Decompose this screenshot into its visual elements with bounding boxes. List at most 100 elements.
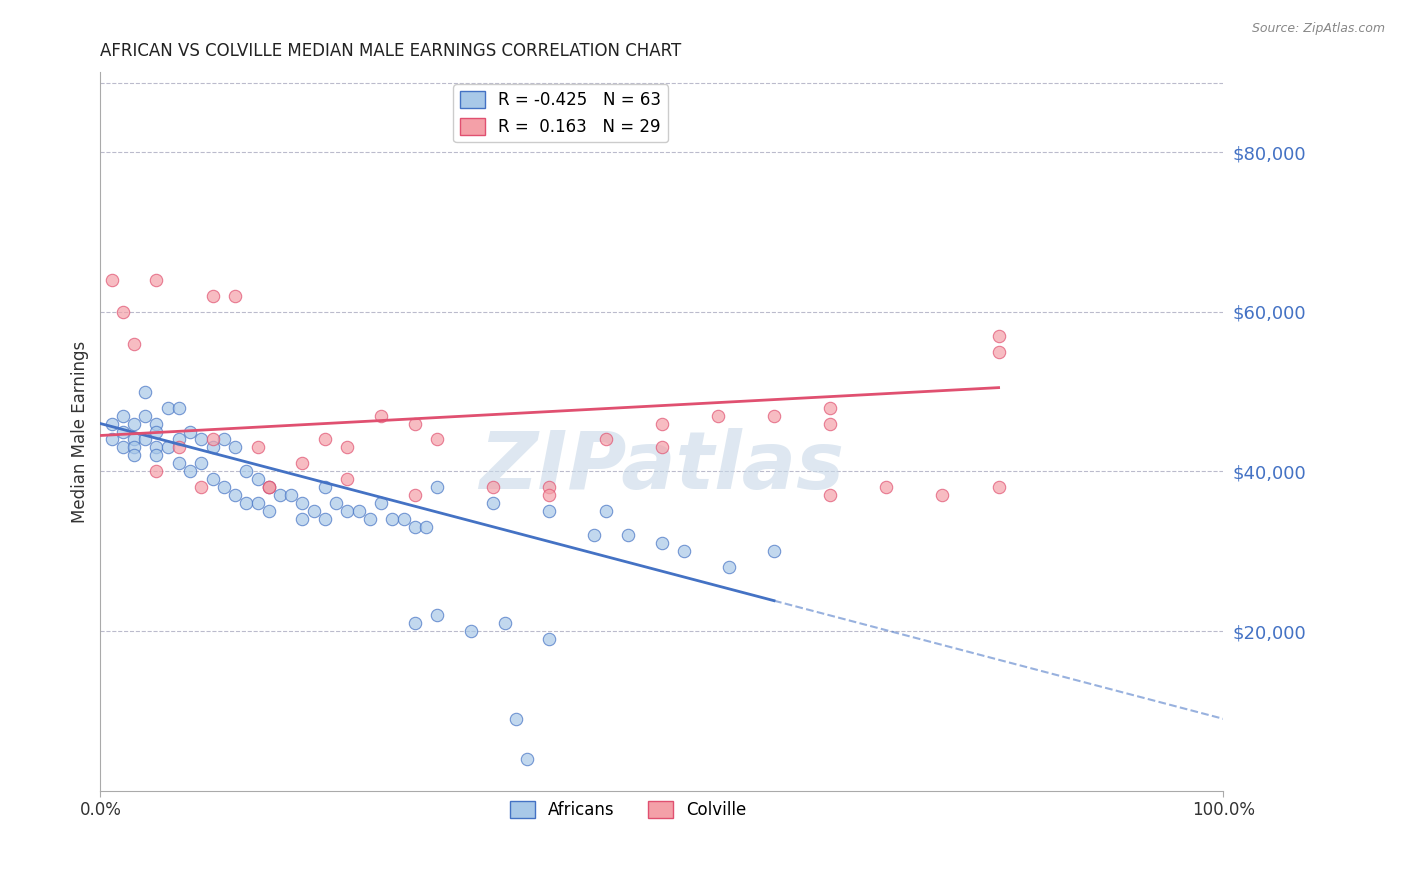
Point [100,433,122,447]
Point [122,433,145,447]
Point [494,615,516,630]
Point [426,480,449,494]
Text: AFRICAN VS COLVILLE MEDIAN MALE EARNINGS CORRELATION CHART: AFRICAN VS COLVILLE MEDIAN MALE EARNINGS… [100,42,682,60]
Point [179,464,201,478]
Point [460,624,482,638]
Point [291,512,314,526]
Point [134,409,156,423]
Point [257,480,280,494]
Point [100,273,122,287]
Point [415,520,437,534]
Point [167,433,190,447]
Point [987,328,1010,343]
Point [314,433,336,447]
Point [404,520,426,534]
Point [302,504,325,518]
Point [291,496,314,510]
Point [190,433,212,447]
Point [145,449,167,463]
Point [987,480,1010,494]
Point [291,457,314,471]
Point [145,273,167,287]
Point [426,608,449,623]
Point [201,433,224,447]
Point [145,441,167,455]
Legend: Africans, Colville: Africans, Colville [503,794,754,825]
Point [190,480,212,494]
Point [179,425,201,439]
Point [280,488,302,502]
Point [516,752,538,766]
Point [145,464,167,478]
Point [538,632,561,646]
Point [583,528,606,542]
Point [718,560,741,574]
Text: ZIPatlas: ZIPatlas [479,428,844,507]
Point [325,496,347,510]
Y-axis label: Median Male Earnings: Median Male Earnings [72,341,89,523]
Point [818,401,841,415]
Point [111,441,134,455]
Point [156,441,179,455]
Point [651,441,673,455]
Point [426,433,449,447]
Point [875,480,897,494]
Point [167,457,190,471]
Point [145,425,167,439]
Point [707,409,730,423]
Point [673,544,696,558]
Text: Source: ZipAtlas.com: Source: ZipAtlas.com [1251,22,1385,36]
Point [246,472,269,486]
Point [347,504,370,518]
Point [201,472,224,486]
Point [269,488,291,502]
Point [392,512,415,526]
Point [381,512,404,526]
Point [122,441,145,455]
Point [246,441,269,455]
Point [314,480,336,494]
Point [931,488,953,502]
Point [224,441,246,455]
Point [111,425,134,439]
Point [595,504,617,518]
Point [122,417,145,431]
Point [818,417,841,431]
Point [359,512,381,526]
Point [336,472,359,486]
Point [538,480,561,494]
Point [336,441,359,455]
Point [122,449,145,463]
Point [538,488,561,502]
Point [122,336,145,351]
Point [201,441,224,455]
Point [404,615,426,630]
Point [763,544,786,558]
Point [651,417,673,431]
Point [482,496,505,510]
Point [257,504,280,518]
Point [201,289,224,303]
Point [505,712,527,726]
Point [246,496,269,510]
Point [134,433,156,447]
Point [482,480,505,494]
Point [224,289,246,303]
Point [987,344,1010,359]
Point [134,384,156,399]
Point [145,417,167,431]
Point [167,441,190,455]
Point [336,504,359,518]
Point [156,401,179,415]
Point [370,496,392,510]
Point [651,536,673,550]
Point [167,401,190,415]
Point [595,433,617,447]
Point [100,417,122,431]
Point [818,488,841,502]
Point [257,480,280,494]
Point [235,464,257,478]
Point [314,512,336,526]
Point [617,528,640,542]
Point [212,480,235,494]
